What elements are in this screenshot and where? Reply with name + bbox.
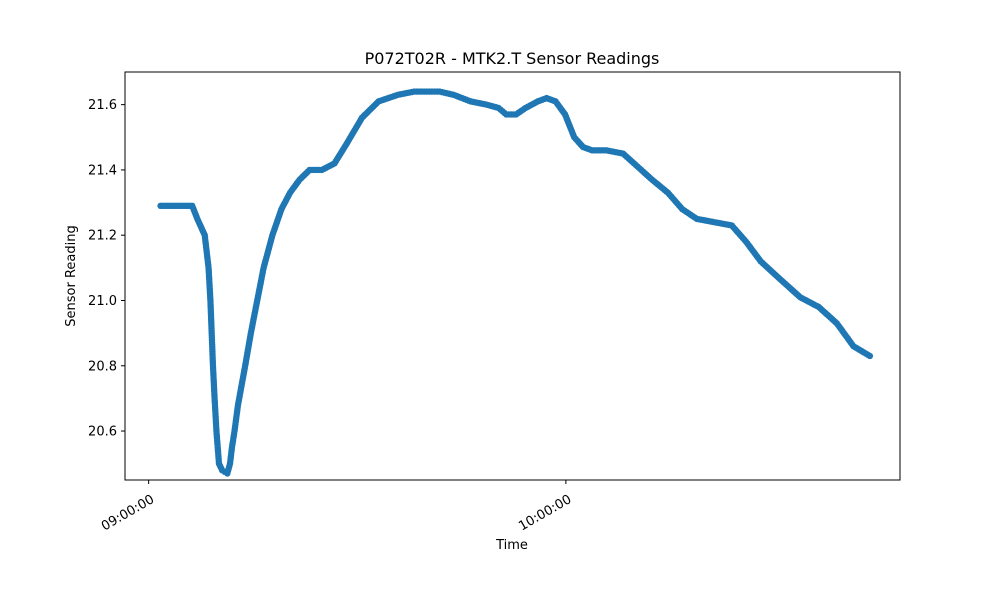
y-tick-label: 21.0 [88,294,117,309]
y-tick-label: 21.4 [88,163,117,178]
plot-frame [124,71,901,481]
x-axis-label: Time [495,538,528,553]
data-points [157,88,874,477]
y-tick-label: 20.6 [88,425,117,440]
y-axis-label: Sensor Reading [64,225,79,326]
chart-title: P072T02R - MTK2.T Sensor Readings [365,49,660,68]
y-tick-label: 21.2 [88,229,117,244]
x-axis-ticks: 09:00:00 10:00:00 [99,480,574,534]
x-tick-label: 09:00:00 [99,492,157,534]
y-tick-label: 21.6 [88,98,117,113]
data-point [866,352,874,360]
x-tick-label: 10:00:00 [516,492,574,534]
y-axis-ticks: 20.6 20.8 21.0 21.2 21.4 21.6 [88,98,125,440]
y-tick-label: 20.8 [88,359,117,374]
